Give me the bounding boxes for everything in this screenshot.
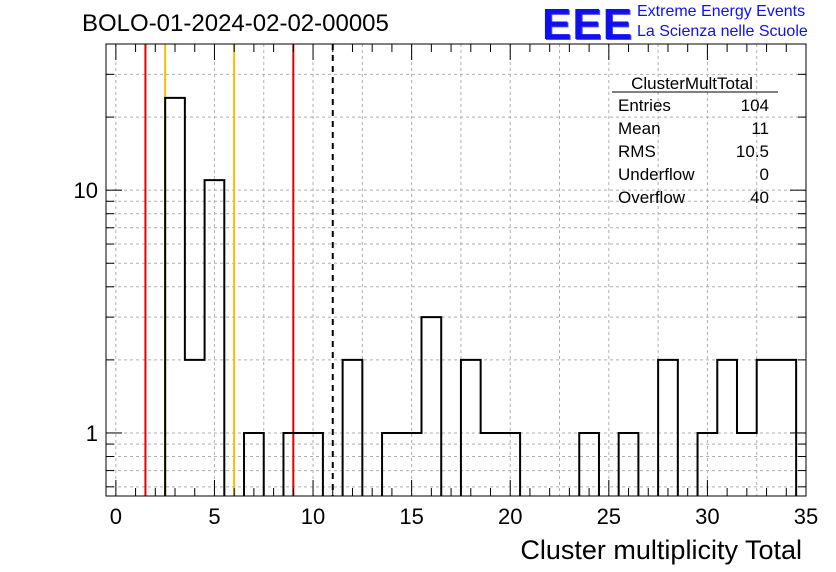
x-tick-label: 30 — [695, 504, 719, 529]
stats-value-entries: 104 — [741, 96, 769, 115]
x-tick-label: 20 — [498, 504, 522, 529]
x-tick-label: 10 — [301, 504, 325, 529]
histogram-bin — [343, 360, 363, 496]
x-tick-label: 0 — [110, 504, 122, 529]
histogram-bin — [737, 433, 757, 496]
histogram-outline — [164, 96, 798, 496]
stats-label-underflow: Underflow — [618, 165, 695, 184]
histogram-bin — [185, 360, 205, 496]
stats-label-mean: Mean — [618, 119, 661, 138]
stats-value-overflow: 40 — [750, 188, 769, 207]
stats-value-mean: 11 — [751, 119, 769, 138]
x-axis-label: Cluster multiplicity Total — [520, 535, 802, 565]
stats-value-rms: 10.5 — [736, 142, 769, 161]
stats-label-rms: RMS — [618, 142, 656, 161]
stats-box-title: ClusterMultTotal — [631, 74, 753, 93]
histogram-bin — [757, 360, 777, 496]
grid-layer — [106, 43, 807, 496]
y-tick-label: 10 — [74, 178, 98, 203]
histogram-bin — [382, 433, 402, 496]
histogram-bin — [461, 360, 481, 496]
histogram-bin — [717, 360, 737, 496]
logo-text-line1: Extreme Energy Events — [637, 3, 806, 20]
plot-frame — [105, 43, 807, 497]
stats-box: ClusterMultTotal Entries 104 Mean 11 RMS… — [612, 74, 778, 207]
stats-label-entries: Entries — [618, 96, 671, 115]
logo-text-line2: La Scienza nelle Scuole — [637, 23, 808, 40]
x-tick-label: 5 — [208, 504, 220, 529]
x-tick-label: 25 — [597, 504, 621, 529]
histogram-bin — [776, 360, 796, 496]
histogram-bin — [658, 360, 678, 496]
histogram-layer — [164, 96, 798, 496]
stats-label-overflow: Overflow — [618, 188, 686, 207]
histogram-title: BOLO-01-2024-02-02-00005 — [82, 10, 389, 37]
histogram-bin — [165, 98, 185, 496]
y-tick-label: 1 — [86, 421, 98, 446]
x-tick-label: 35 — [794, 504, 818, 529]
eee-logo-mark: EEE — [542, 0, 634, 49]
x-tick-label: 15 — [399, 504, 423, 529]
marker-lines-layer — [144, 44, 334, 496]
histogram-bin — [421, 317, 441, 496]
stats-value-underflow: 0 — [760, 165, 769, 184]
